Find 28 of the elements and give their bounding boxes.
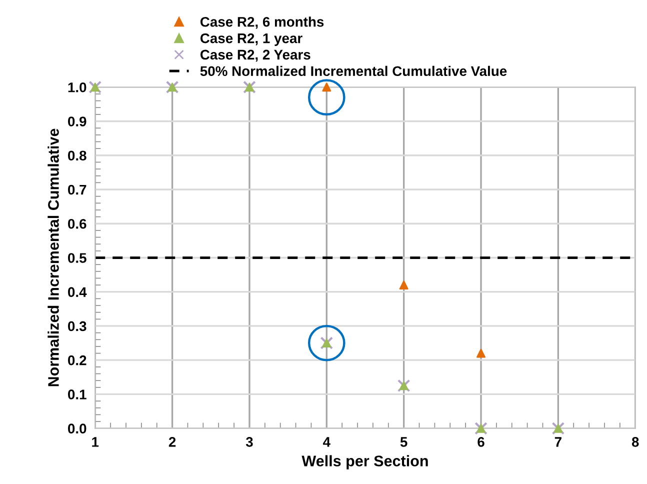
y-tick-label: 0.8: [68, 150, 86, 161]
legend-label: Case R2, 2 Years: [200, 50, 310, 62]
x-tick-label: 1: [92, 437, 99, 447]
y-tick-label: 1.0: [68, 82, 86, 92]
legend-label: Case R2, 6 months: [200, 16, 324, 29]
y-axis-title: Normalized Incremental Cumulative: [48, 128, 59, 386]
y-tick-label: 0.5: [68, 253, 86, 263]
point: [476, 348, 486, 358]
y-tick-label: 0.2: [68, 355, 86, 366]
y-tick-label: 0.1: [68, 390, 86, 400]
x-axis-title: Wells per Section: [302, 455, 428, 470]
x-tick-label: 7: [554, 437, 562, 447]
legend-label: 50% Normalized Incremental Cumulative Value: [200, 66, 507, 76]
y-tick-label: 0.6: [68, 218, 86, 229]
y-tick-label: 0.7: [68, 184, 86, 195]
y-tick-label: 0.0: [68, 424, 86, 434]
x-tick-label: 5: [400, 437, 408, 447]
x-tick-label: 8: [632, 437, 639, 447]
x-tick-label: 4: [322, 437, 330, 447]
y-tick-label: 0.9: [68, 116, 86, 126]
x-tick-label: 3: [246, 437, 253, 447]
legend-label: Case R2, 1 year: [200, 33, 302, 46]
y-tick-label: 0.4: [68, 287, 87, 298]
x-tick-label: 2: [168, 437, 176, 447]
y-tick-label: 0.3: [68, 321, 86, 332]
x-tick-label: 6: [478, 437, 484, 447]
point: [399, 280, 408, 290]
point: [322, 82, 332, 92]
